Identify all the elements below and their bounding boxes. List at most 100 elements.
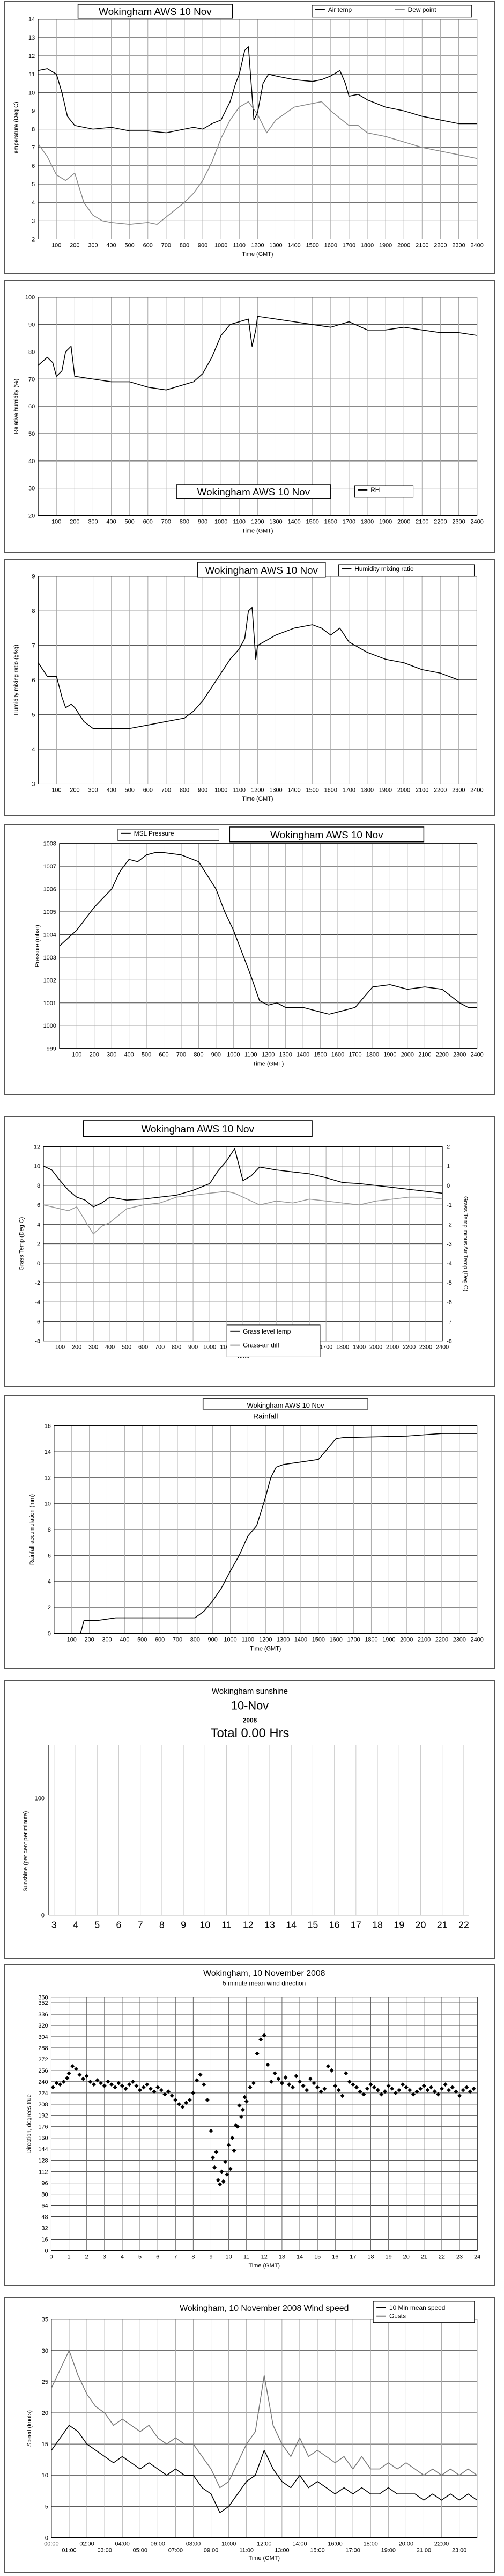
series-line-0	[38, 316, 477, 391]
x-tick-label: 2300	[452, 787, 465, 793]
x-tick-label: 17:00	[346, 2547, 360, 2553]
x-tick-label: 14	[297, 2253, 303, 2260]
x-tick-label: 22	[439, 2253, 445, 2260]
x-tick-label: 2100	[416, 787, 428, 793]
x-tick-label: 8	[191, 2253, 195, 2260]
chart-svg-pressure: 999 1000 1001 1002 1003 1004 1005 1006 1007 1008 1…	[34, 826, 484, 1067]
x-tick-label: 9	[181, 1919, 186, 1930]
data-point	[358, 2089, 362, 2094]
x-tick-label: 11	[221, 1919, 232, 1930]
x-tick-label: 1600	[330, 1636, 343, 1643]
x-tick-label: 13:00	[275, 2547, 289, 2553]
y-tick-label: 224	[38, 2090, 48, 2097]
data-point	[447, 2088, 451, 2092]
data-point	[223, 2160, 227, 2164]
x-tick-label: 14:00	[292, 2541, 307, 2547]
series-line-0	[43, 1148, 443, 1208]
data-point	[230, 2135, 235, 2140]
x-axis-label: Time (GMT)	[249, 2555, 280, 2562]
data-point	[123, 2087, 128, 2091]
x-tick-label: 7	[174, 2253, 177, 2260]
x-tick-label: 11:00	[239, 2547, 253, 2553]
x-tick-label: 600	[143, 518, 153, 525]
x-tick-label: 2300	[453, 1636, 466, 1643]
x-tick-label: 12	[261, 2253, 268, 2260]
legend-box	[338, 564, 475, 577]
y2-tick-label: -1	[447, 1202, 452, 1209]
y-tick-label: 0	[45, 2248, 48, 2254]
x-tick-label: 2400	[470, 787, 483, 793]
x-tick-label: 1700	[347, 1636, 360, 1643]
data-point	[216, 2178, 220, 2183]
data-point	[287, 2082, 292, 2087]
x-tick-label: 1600	[331, 1052, 344, 1058]
y-tick-label: 14	[28, 17, 35, 23]
x-tick-label: 1500	[314, 1052, 327, 1058]
x-tick-label: 10:00	[221, 2541, 236, 2547]
data-point	[439, 2087, 444, 2091]
x-tick-label: 2000	[369, 1344, 382, 1351]
y-tick-label: -8	[35, 1338, 40, 1345]
y-tick-label: 35	[42, 2317, 48, 2323]
y-tick-label: 40	[28, 458, 35, 465]
data-point	[102, 2083, 107, 2088]
y-tick-label: 50	[28, 431, 35, 437]
x-tick-label: 1000	[214, 787, 227, 793]
data-point	[301, 2083, 306, 2088]
chart-title: Wokingham AWS 10 Nov	[205, 565, 318, 576]
y2-tick-label: 1	[447, 1163, 450, 1170]
x-tick-label: 1100	[233, 242, 246, 248]
chart-subtitle: 5 minute mean wind direction	[223, 1980, 306, 1987]
x-tick-label: 800	[180, 242, 189, 248]
x-tick-label: 2000	[400, 1636, 413, 1643]
data-point	[209, 2128, 213, 2133]
data-point	[425, 2088, 430, 2092]
x-tick-label: 1000	[214, 242, 227, 248]
x-tick-label: 2200	[435, 1636, 448, 1643]
y-tick-label: 12	[45, 1475, 51, 1481]
x-tick-label: 2100	[418, 1052, 431, 1058]
data-point	[176, 2102, 181, 2106]
x-tick-label: 600	[143, 787, 153, 793]
x-tick-label: 1500	[312, 1636, 325, 1643]
y-axis-label: Speed (knots)	[26, 2410, 33, 2447]
y-tick-label: 6	[32, 677, 35, 684]
x-tick-label: 400	[106, 518, 116, 525]
y-tick-label: 1002	[43, 977, 56, 984]
x-tick-label: 700	[161, 787, 171, 793]
x-tick-label: 2400	[436, 1344, 449, 1351]
y-tick-label: 336	[38, 2011, 48, 2018]
legend-label: Grass level temp	[243, 1328, 291, 1335]
x-tick-label: 1800	[361, 787, 374, 793]
data-point	[379, 2092, 384, 2097]
x-tick-label: 1500	[306, 787, 319, 793]
data-point	[61, 2079, 66, 2084]
y-tick-label: 12	[28, 53, 35, 60]
x-tick-label: 4	[73, 1919, 78, 1930]
chart-panel-temperature: 2 3 4 5 6 7 8 9 10 11 12 13 14 100 200 300 400 500 600 700 8…	[4, 1, 495, 274]
plot-area	[51, 2319, 478, 2538]
legend-box	[354, 485, 414, 498]
series-line-0	[38, 46, 477, 134]
data-point	[65, 2076, 70, 2081]
y-tick-label: 8	[32, 608, 35, 614]
x-tick-label: 1300	[277, 1636, 290, 1643]
x-tick-label: 1900	[353, 1344, 366, 1351]
data-point	[187, 2097, 192, 2102]
data-point	[173, 2097, 178, 2102]
data-point	[436, 2092, 441, 2097]
y-tick-label: 160	[38, 2135, 48, 2142]
x-tick-label: 6	[156, 2253, 159, 2260]
x-tick-label: 16	[332, 2253, 338, 2260]
data-point	[180, 2105, 185, 2110]
y-axis-label: Pressure (mbar)	[34, 925, 41, 967]
chart-panel-grass-temp: -8 -6 -4 -2 0 2 4 6 8 10 12 100 200 300 400 500 600 700 80…	[4, 1116, 495, 1387]
y-tick-label: 15	[42, 2441, 48, 2448]
data-point	[226, 2142, 231, 2147]
y-tick-label: 48	[41, 2214, 48, 2220]
x-tick-label: 900	[211, 1052, 221, 1058]
y-tick-label: 1004	[43, 932, 56, 938]
x-tick-label: 01:00	[62, 2547, 76, 2553]
y-tick-label: 3	[32, 218, 35, 224]
